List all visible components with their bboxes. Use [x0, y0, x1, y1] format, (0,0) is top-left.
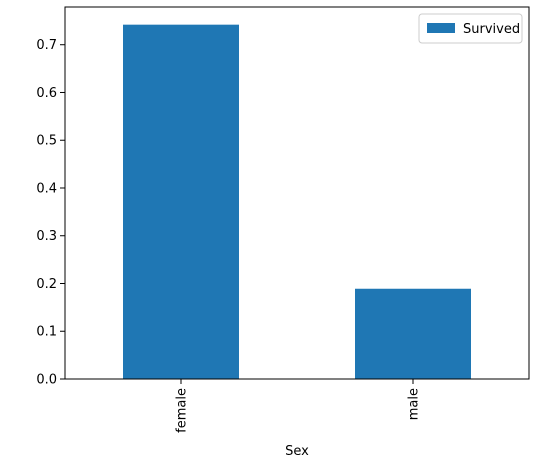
legend: Survived	[418, 13, 523, 44]
legend-label-survived: Survived	[463, 22, 520, 37]
y-tick-label: 0.4	[36, 181, 57, 196]
y-tick-label: 0.0	[36, 373, 57, 388]
bar-female	[123, 24, 239, 380]
x-axis-label: Sex	[285, 444, 309, 459]
y-tick-label: 0.6	[36, 86, 57, 101]
bar-male	[355, 288, 471, 379]
plot-frame	[64, 6, 530, 380]
x-axis-ticks: female male	[175, 379, 422, 433]
y-tick-label: 0.3	[36, 229, 57, 244]
y-tick-label: 0.1	[36, 325, 57, 340]
x-tick-label-male: male	[407, 388, 422, 420]
y-tick-label: 0.7	[36, 38, 57, 53]
legend-swatch-survived	[427, 23, 455, 33]
y-tick-label: 0.2	[36, 277, 57, 292]
legend-box	[418, 13, 523, 44]
y-axis-ticks: 0.0 0.1 0.2 0.3 0.4 0.5 0.6 0.7	[36, 38, 65, 388]
bars-group	[123, 24, 471, 380]
x-tick-label-female: female	[175, 388, 190, 433]
y-tick-label: 0.5	[36, 134, 57, 149]
